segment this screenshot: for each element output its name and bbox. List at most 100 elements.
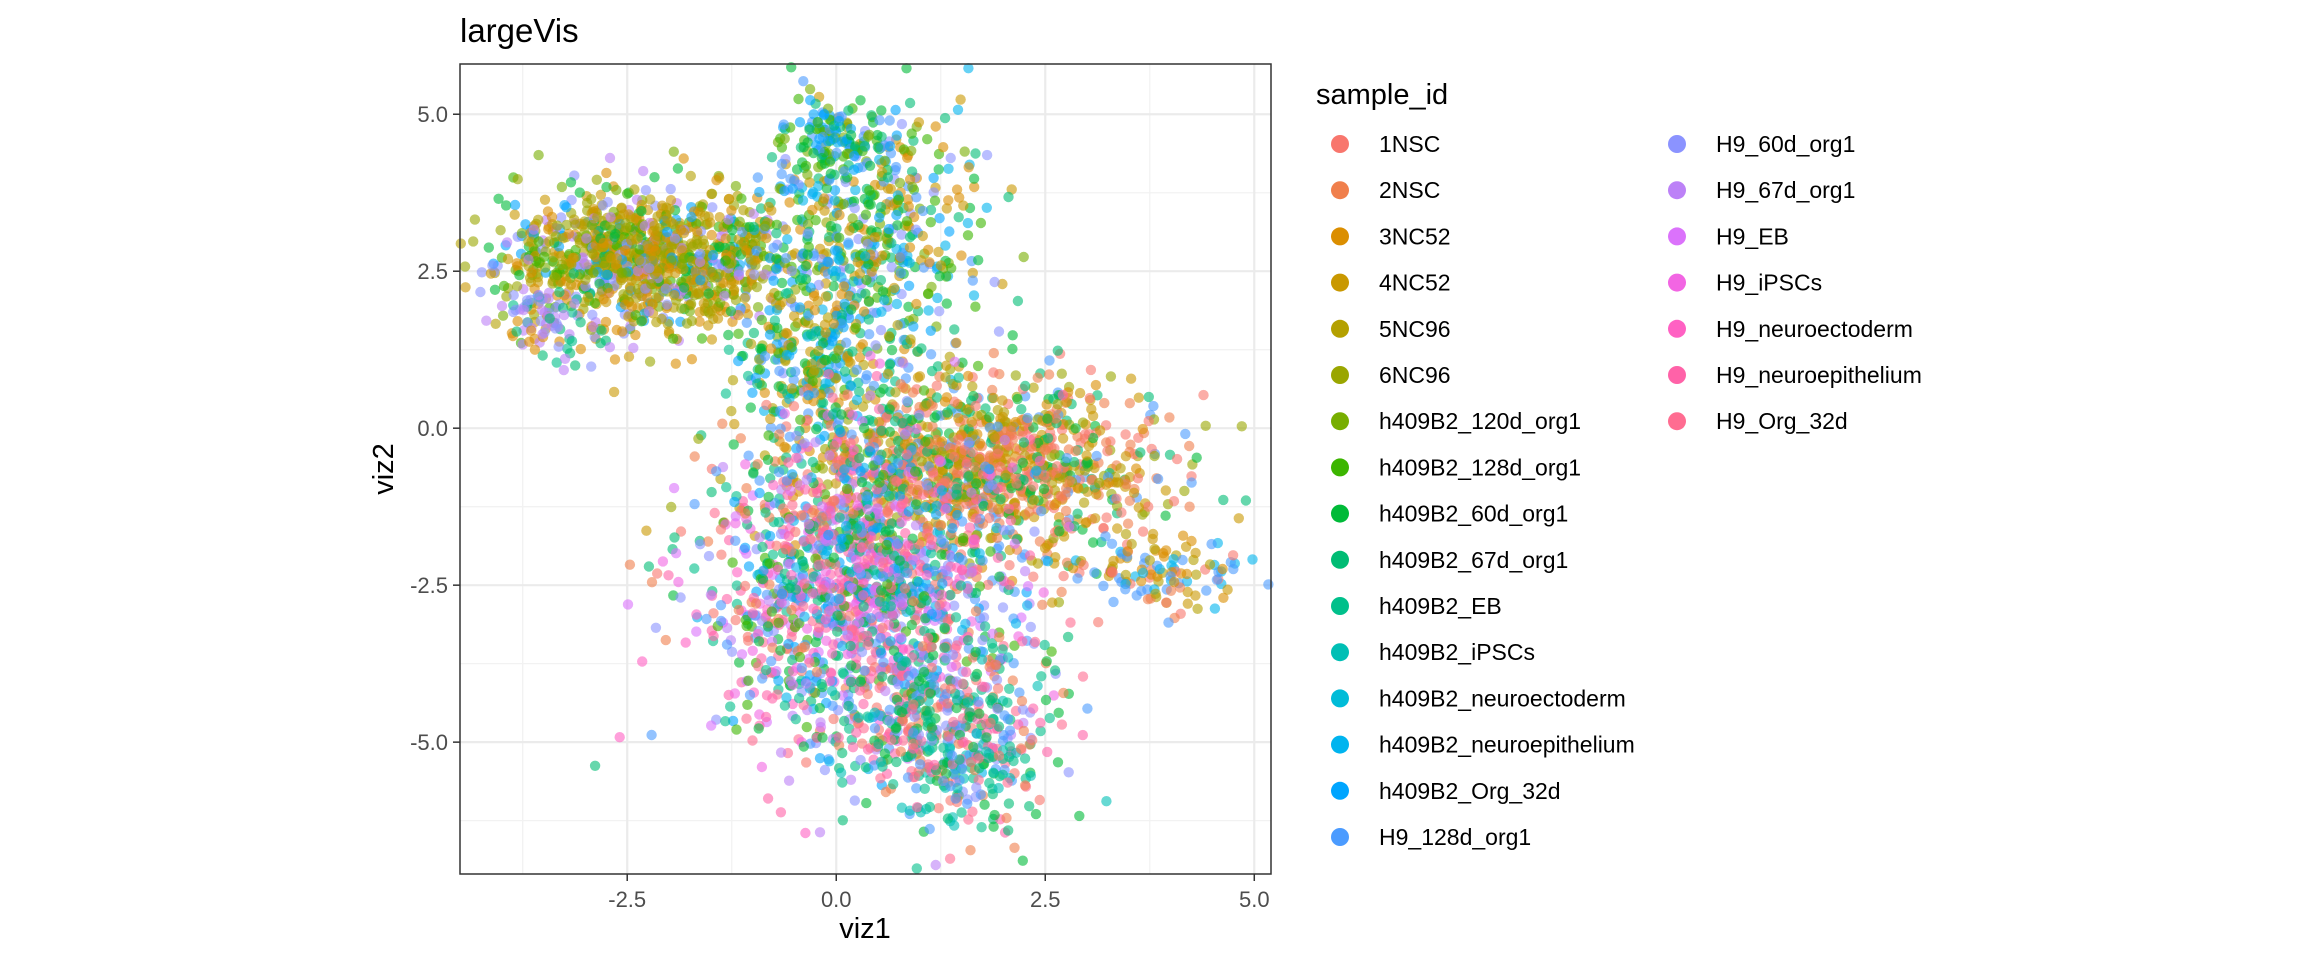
scatter-point: [632, 265, 644, 277]
scatter-point: [854, 352, 866, 363]
scatter-point: [908, 313, 919, 325]
scatter-point: [870, 340, 881, 351]
scatter-point: [942, 407, 953, 418]
scatter-point: [863, 296, 875, 307]
scatter-point: [1164, 412, 1175, 423]
scatter-point: [828, 496, 839, 507]
scatter-point: [768, 242, 779, 253]
scatter-point: [783, 638, 794, 650]
scatter-point: [850, 554, 862, 565]
scatter-point: [750, 598, 762, 609]
scatter-point: [804, 84, 816, 95]
scatter-point: [1093, 477, 1105, 489]
scatter-point: [808, 367, 819, 378]
scatter-point: [846, 582, 857, 593]
scatter-point: [740, 508, 751, 519]
scatter-point: [797, 556, 808, 567]
scatter-point: [1021, 600, 1033, 611]
scatter-point: [523, 254, 534, 265]
scatter-point: [905, 604, 916, 616]
scatter-point: [942, 813, 954, 824]
scatter-point: [705, 589, 717, 600]
scatter-point: [924, 705, 935, 717]
scatter-point: [676, 303, 687, 314]
scatter-point: [1012, 295, 1024, 307]
scatter-point: [930, 121, 941, 132]
scatter-point: [800, 484, 811, 495]
scatter-point: [694, 316, 705, 327]
scatter-point: [1081, 450, 1092, 461]
scatter-point: [1218, 494, 1229, 506]
scatter-point: [941, 392, 952, 403]
scatter-point: [665, 183, 676, 195]
scatter-point: [1133, 502, 1145, 513]
scatter-point: [586, 194, 597, 205]
scatter-point: [552, 220, 563, 231]
scatter-point: [935, 520, 946, 531]
scatter-point: [873, 403, 885, 415]
scatter-point: [734, 657, 745, 668]
scatter-point: [721, 482, 732, 493]
scatter-point: [1098, 522, 1109, 534]
scatter-point: [622, 188, 633, 199]
scatter-point: [869, 723, 881, 734]
scatter-point: [589, 297, 601, 309]
scatter-point: [953, 434, 964, 445]
scatter-point: [974, 708, 985, 719]
scatter-point: [880, 685, 891, 697]
scatter-point: [548, 257, 560, 268]
scatter-point: [903, 201, 914, 212]
scatter-point: [695, 275, 706, 286]
scatter-point: [953, 372, 964, 383]
scatter-point: [715, 600, 727, 611]
scatter-point: [716, 549, 727, 560]
scatter-point: [726, 278, 737, 290]
scatter-point: [819, 354, 830, 366]
scatter-point: [1004, 579, 1015, 590]
scatter-point: [933, 454, 945, 466]
scatter-point: [582, 292, 594, 303]
scatter-point: [1010, 370, 1021, 381]
scatter-point: [685, 298, 697, 310]
scatter-point: [874, 477, 885, 488]
scatter-point: [779, 700, 791, 711]
scatter-point: [568, 252, 579, 263]
scatter-point: [840, 520, 852, 532]
scatter-point: [965, 845, 976, 856]
scatter-point: [820, 549, 831, 561]
scatter-point: [602, 269, 613, 280]
scatter-point: [729, 688, 741, 699]
scatter-point: [756, 653, 767, 664]
scatter-point: [962, 217, 974, 229]
scatter-point: [780, 224, 792, 235]
scatter-point: [858, 601, 869, 612]
scatter-point: [844, 611, 855, 622]
scatter-point: [845, 676, 857, 688]
scatter-point: [937, 578, 948, 589]
scatter-point: [926, 662, 937, 673]
scatter-point: [826, 685, 838, 697]
scatter-point: [1003, 825, 1014, 836]
scatter-point: [919, 783, 930, 794]
scatter-point: [511, 258, 522, 269]
scatter-point: [791, 452, 802, 464]
scatter-point: [994, 571, 1005, 582]
scatter-point: [1148, 400, 1159, 412]
scatter-point: [713, 268, 725, 280]
scatter-point: [747, 735, 758, 746]
scatter-point: [1056, 368, 1068, 379]
scatter-point: [982, 579, 994, 590]
scatter-point: [663, 263, 675, 274]
scatter-point: [951, 184, 963, 195]
scatter-point: [961, 459, 972, 470]
scatter-point: [1019, 566, 1031, 577]
scatter-point: [643, 306, 655, 317]
scatter-point: [775, 645, 786, 656]
scatter-point: [882, 368, 894, 380]
scatter-point: [720, 255, 731, 266]
scatter-point: [1186, 477, 1197, 488]
scatter-point: [837, 815, 848, 826]
scatter-point: [933, 803, 944, 814]
scatter-point: [756, 761, 768, 773]
scatter-point: [989, 431, 1000, 443]
